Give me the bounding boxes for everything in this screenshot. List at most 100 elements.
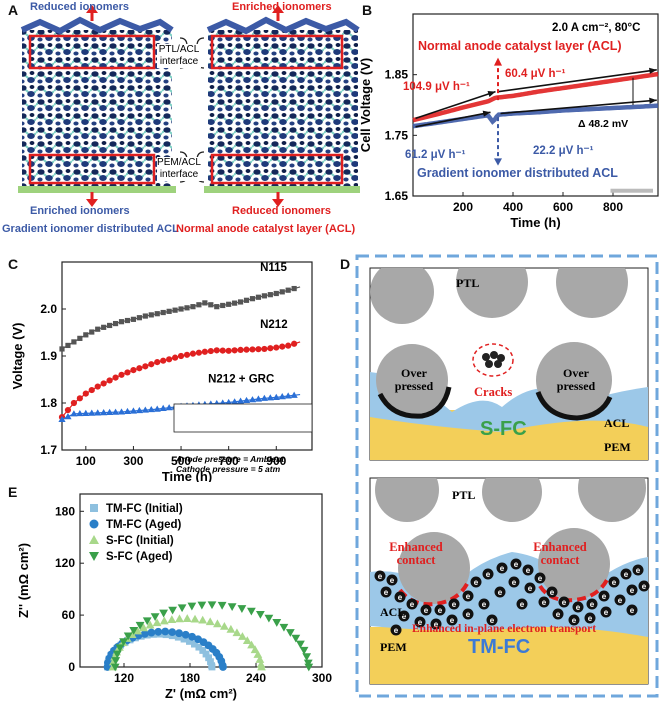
data-point xyxy=(148,312,154,318)
trend-arrowhead xyxy=(487,91,496,97)
data-point xyxy=(111,408,120,415)
interface-top-line2: interface xyxy=(159,56,199,67)
electron-symbol: e xyxy=(520,600,525,609)
sfc-over-right-1: Over xyxy=(563,366,589,380)
data-point xyxy=(111,657,121,665)
series-label: N212 xyxy=(260,319,288,331)
data-point xyxy=(129,626,139,635)
data-point xyxy=(142,617,152,626)
electron-icon xyxy=(600,606,612,618)
x-tick-label: 400 xyxy=(503,200,523,214)
data-point xyxy=(202,300,208,306)
data-point xyxy=(177,352,185,360)
interface-bottom-label: PEM/ACL interface xyxy=(157,157,201,181)
electron-symbol: e xyxy=(542,598,547,607)
data-point xyxy=(272,393,280,400)
electron-symbol: e xyxy=(424,606,429,615)
chart-b-condition: 2.0 A cm⁻², 80°C xyxy=(552,22,641,34)
data-point xyxy=(152,618,162,627)
data-point xyxy=(178,306,184,312)
electron-icon xyxy=(568,614,580,626)
interface-bottom-line1: PEM/ACL xyxy=(157,157,201,168)
sfc-pem-label: PEM xyxy=(604,440,631,454)
panel-a-illustration xyxy=(18,5,360,207)
data-point xyxy=(154,311,160,317)
data-point xyxy=(188,632,196,641)
panel-label-e: E xyxy=(8,484,18,500)
tmfc-enhanced-right: Enhanced contact xyxy=(524,541,596,567)
electron-icon xyxy=(478,598,490,610)
legend-marker xyxy=(89,535,99,544)
data-point xyxy=(71,339,77,345)
data-point xyxy=(135,406,143,414)
data-point xyxy=(291,634,301,643)
electron-icon xyxy=(462,608,474,620)
data-point xyxy=(83,332,89,338)
chart-b: 200 400 600 800 1.65 1.75 1.85 Time (h) Cell Vol… xyxy=(358,13,659,230)
data-point xyxy=(94,383,101,390)
electron-symbol: e xyxy=(538,574,543,583)
series-line-normal-acl xyxy=(412,71,659,123)
data-point xyxy=(150,613,160,622)
electron-icon xyxy=(430,618,442,630)
electron-symbol: e xyxy=(410,600,415,609)
data-point xyxy=(255,655,265,663)
tmfc-transport-label: Enhanced in-plane electron transport xyxy=(412,623,597,635)
data-point xyxy=(199,647,207,654)
data-point xyxy=(159,609,168,618)
electron-symbol: e xyxy=(500,564,505,573)
sfc-overpressed-right: Over pressed xyxy=(546,367,606,393)
data-point xyxy=(141,406,149,413)
electron-symbol: e xyxy=(602,592,607,601)
data-point xyxy=(285,287,291,293)
data-point xyxy=(180,635,188,643)
electron-icon xyxy=(486,614,498,626)
chart-c: 100 300 500 700 900 1.7 1.8 1.9 2.0 Time (h) Volta… xyxy=(10,261,313,482)
data-point xyxy=(77,335,83,341)
tmfc-ptl-label: PTL xyxy=(452,488,476,502)
sfc-cracks-label: Cracks xyxy=(474,385,513,399)
electron-symbol: e xyxy=(438,606,443,615)
data-point xyxy=(153,405,161,412)
panel-label-c: C xyxy=(8,256,19,272)
data-point xyxy=(279,343,286,350)
chart-b-rate-red-1: 104.9 μV h⁻¹ xyxy=(403,81,470,93)
y-tick-label: 2.0 xyxy=(40,302,57,316)
legend-label: TM-FC (Initial) xyxy=(106,503,183,515)
x-tick-label: 180 xyxy=(180,671,200,685)
data-point xyxy=(237,346,244,353)
data-point xyxy=(82,390,89,397)
data-point xyxy=(237,605,247,613)
series-label: N115 xyxy=(260,262,287,274)
label-left-top: Reduced ionomers xyxy=(30,1,130,13)
data-point xyxy=(247,640,256,649)
x-tick-label: 600 xyxy=(553,200,573,214)
data-point xyxy=(232,300,238,306)
data-point xyxy=(76,395,83,402)
electron-icon xyxy=(614,594,626,606)
panel-label-d: D xyxy=(340,256,351,272)
data-point xyxy=(100,380,107,387)
data-point xyxy=(231,398,239,405)
data-point xyxy=(205,617,215,626)
data-point xyxy=(257,662,266,671)
data-point xyxy=(249,346,256,353)
data-point xyxy=(208,302,214,308)
electron-symbol: e xyxy=(452,600,457,609)
data-point xyxy=(195,643,203,651)
sfc-ptl-label: PTL xyxy=(456,276,480,290)
x-axis-label: Time (h) xyxy=(162,469,212,482)
data-point xyxy=(242,396,251,404)
data-point xyxy=(243,297,250,303)
data-point xyxy=(220,302,226,309)
data-point xyxy=(225,347,232,354)
data-point xyxy=(101,324,107,330)
y-axis-label: Voltage (V) xyxy=(10,323,25,390)
electron-symbol: e xyxy=(636,566,641,575)
label-left-bottom: Enriched ionomers xyxy=(30,205,130,217)
x-axis-label: Time (h) xyxy=(510,215,560,230)
data-point xyxy=(236,397,245,404)
data-point xyxy=(145,620,155,629)
data-point xyxy=(242,636,252,645)
